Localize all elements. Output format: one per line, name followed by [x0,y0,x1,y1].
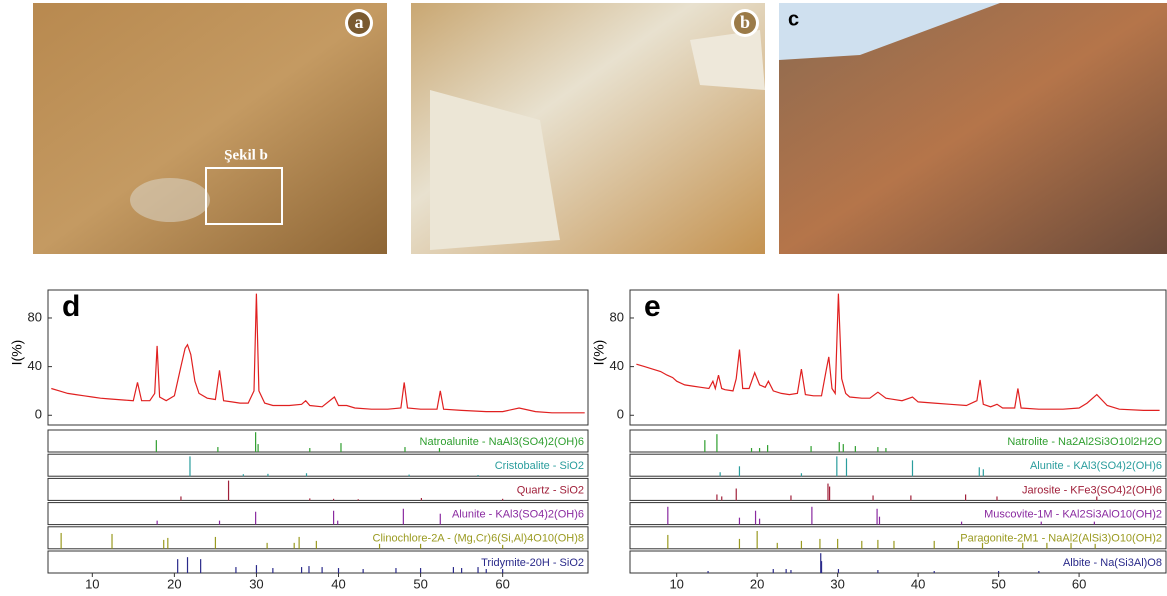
x-tick-label: 30 [830,576,844,591]
phase-name: Albite - Na(Si3Al)O8 [1063,557,1162,569]
x-tick-label: 10 [85,576,99,591]
charts: 0 40 80 I(%) d Natroalunite - NaAl3(SO4)2(OH)… [9,290,1166,592]
x-tick-label: 60 [1072,576,1086,591]
phase-panel [48,478,588,500]
x-tick-label: 20 [750,576,764,591]
phase-name: Natroalunite - NaAl3(SO4)2(OH)6 [420,436,584,448]
x-tick-label: 20 [167,576,181,591]
x-tick-label: 10 [669,576,683,591]
plot-frame [48,290,588,425]
y-tick-label: 40 [610,358,624,373]
pattern-line [51,294,584,413]
photo-label: c [788,8,799,30]
y-tick-label: 80 [610,309,624,324]
phase-name: Tridymite-20H - SiO2 [481,557,584,569]
phase-name: Quartz - SiO2 [517,484,584,496]
x-tick-label: 40 [911,576,925,591]
photo-label: a [355,12,364,32]
photo-c: c [779,3,1167,254]
photo-label: b [740,12,750,32]
y-tick-label: 40 [28,358,42,373]
phase-name: Alunite - KAl3(SO4)2(OH)6 [452,509,584,521]
x-tick-label: 30 [249,576,263,591]
photo-b: b [411,3,765,254]
phase-name: Clinochlore-2A - (Mg,Cr)6(Si,Al)4O10(OH)… [373,533,585,545]
y-tick-label: 0 [35,407,42,422]
phase-name: Alunite - KAl3(SO4)2(OH)6 [1030,460,1162,472]
pattern-line [636,294,1159,411]
phase-name: Muscovite-1M - KAl2Si3AlO10(OH)2 [984,509,1162,521]
x-tick-label: 50 [413,576,427,591]
photo [33,3,387,254]
phase-name: Natrolite - Na2Al2Si3O10l2H2O [1007,436,1162,448]
x-tick-label: 50 [991,576,1005,591]
panel-label: e [644,290,661,323]
inset-label: Şekil b [224,147,268,163]
photo-a: Şekil b a [33,3,387,254]
panel-label: d [62,290,80,323]
y-axis-label: I(%) [591,340,607,366]
y-axis-label: I(%) [9,340,25,366]
x-tick-label: 40 [331,576,345,591]
phase-name: Cristobalite - SiO2 [495,460,584,472]
plot-frame [630,290,1166,425]
y-tick-label: 80 [28,309,42,324]
rock [130,178,210,222]
phase-name: Paragonite-2M1 - NaAl2(AlSi3)O10(OH)2 [960,533,1162,545]
rock [690,30,765,90]
phase-name: Jarosite - KFe3(SO4)2(OH)6 [1022,484,1162,496]
x-tick-label: 60 [495,576,509,591]
figure: Şekil b a b c 0 40 80 I(%) d Natroalunite - N… [0,0,1167,596]
y-tick-label: 0 [617,407,624,422]
